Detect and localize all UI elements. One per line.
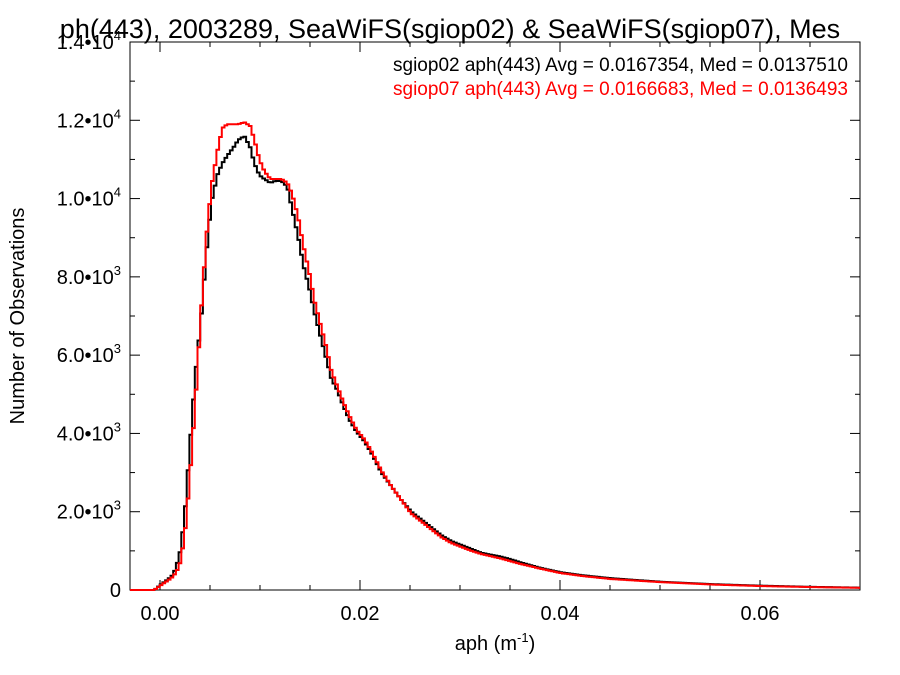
y-tick-mantissa: 1.0•10	[57, 189, 114, 211]
x-axis: 0.00 0.02 0.04 0.06	[141, 42, 861, 625]
y-tick-mantissa: 0	[110, 580, 121, 602]
x-tick-label: 0.04	[541, 603, 580, 625]
y-tick-mantissa: 6.0•10	[57, 345, 114, 367]
y-axis-label: Number of Observations	[7, 208, 29, 425]
y-tick-mantissa: 2.0•10	[57, 502, 114, 524]
y-tick-exponent: 3	[114, 263, 121, 278]
y-tick-exponent: 4	[114, 106, 121, 121]
legend-entry-sgiop07: sgiop07 aph(443) Avg = 0.0166683, Med = …	[393, 79, 848, 100]
series-layer	[130, 121, 860, 591]
y-tick-mantissa: 4.0•10	[57, 423, 114, 445]
y-tick-mantissa: 1.4•10	[57, 32, 114, 54]
x-axis-label: aph (m-1)	[455, 630, 535, 655]
x-axis-label-superscript: -1	[517, 630, 529, 645]
y-tick-label: 1.0•104	[57, 185, 121, 211]
y-tick-label: 1.4•104	[57, 28, 121, 54]
y-tick-mantissa: 8.0•10	[57, 267, 114, 289]
x-tick-label: 0.00	[141, 603, 180, 625]
y-tick-label: 2.0•103	[57, 498, 121, 524]
y-tick-label: 6.0•103	[57, 341, 121, 367]
y-tick-exponent: 3	[114, 498, 121, 513]
x-tick-label: 0.06	[741, 603, 780, 625]
chart-title: ph(443), 2003289, SeaWiFS(sgiop02) & Sea…	[60, 14, 840, 44]
y-tick-exponent: 4	[114, 28, 121, 43]
legend-entry-sgiop02: sgiop02 aph(443) Avg = 0.0167354, Med = …	[393, 55, 848, 76]
y-tick-exponent: 4	[114, 185, 121, 200]
series-line-0	[130, 135, 860, 591]
y-tick-label: 8.0•103	[57, 263, 121, 289]
y-tick-label: 0	[110, 580, 121, 602]
y-tick-label: 4.0•103	[57, 419, 121, 445]
y-axis: 02.0•1034.0•1036.0•1038.0•1031.0•1041.2•…	[57, 28, 860, 602]
y-tick-exponent: 3	[114, 341, 121, 356]
series-line-1	[130, 121, 860, 591]
y-tick-exponent: 3	[114, 419, 121, 434]
y-tick-label: 1.2•104	[57, 106, 121, 132]
x-tick-label: 0.02	[341, 603, 380, 625]
x-axis-label-close: )	[529, 633, 536, 655]
y-tick-mantissa: 1.2•10	[57, 110, 114, 132]
x-axis-label-text: aph (m	[455, 633, 517, 655]
